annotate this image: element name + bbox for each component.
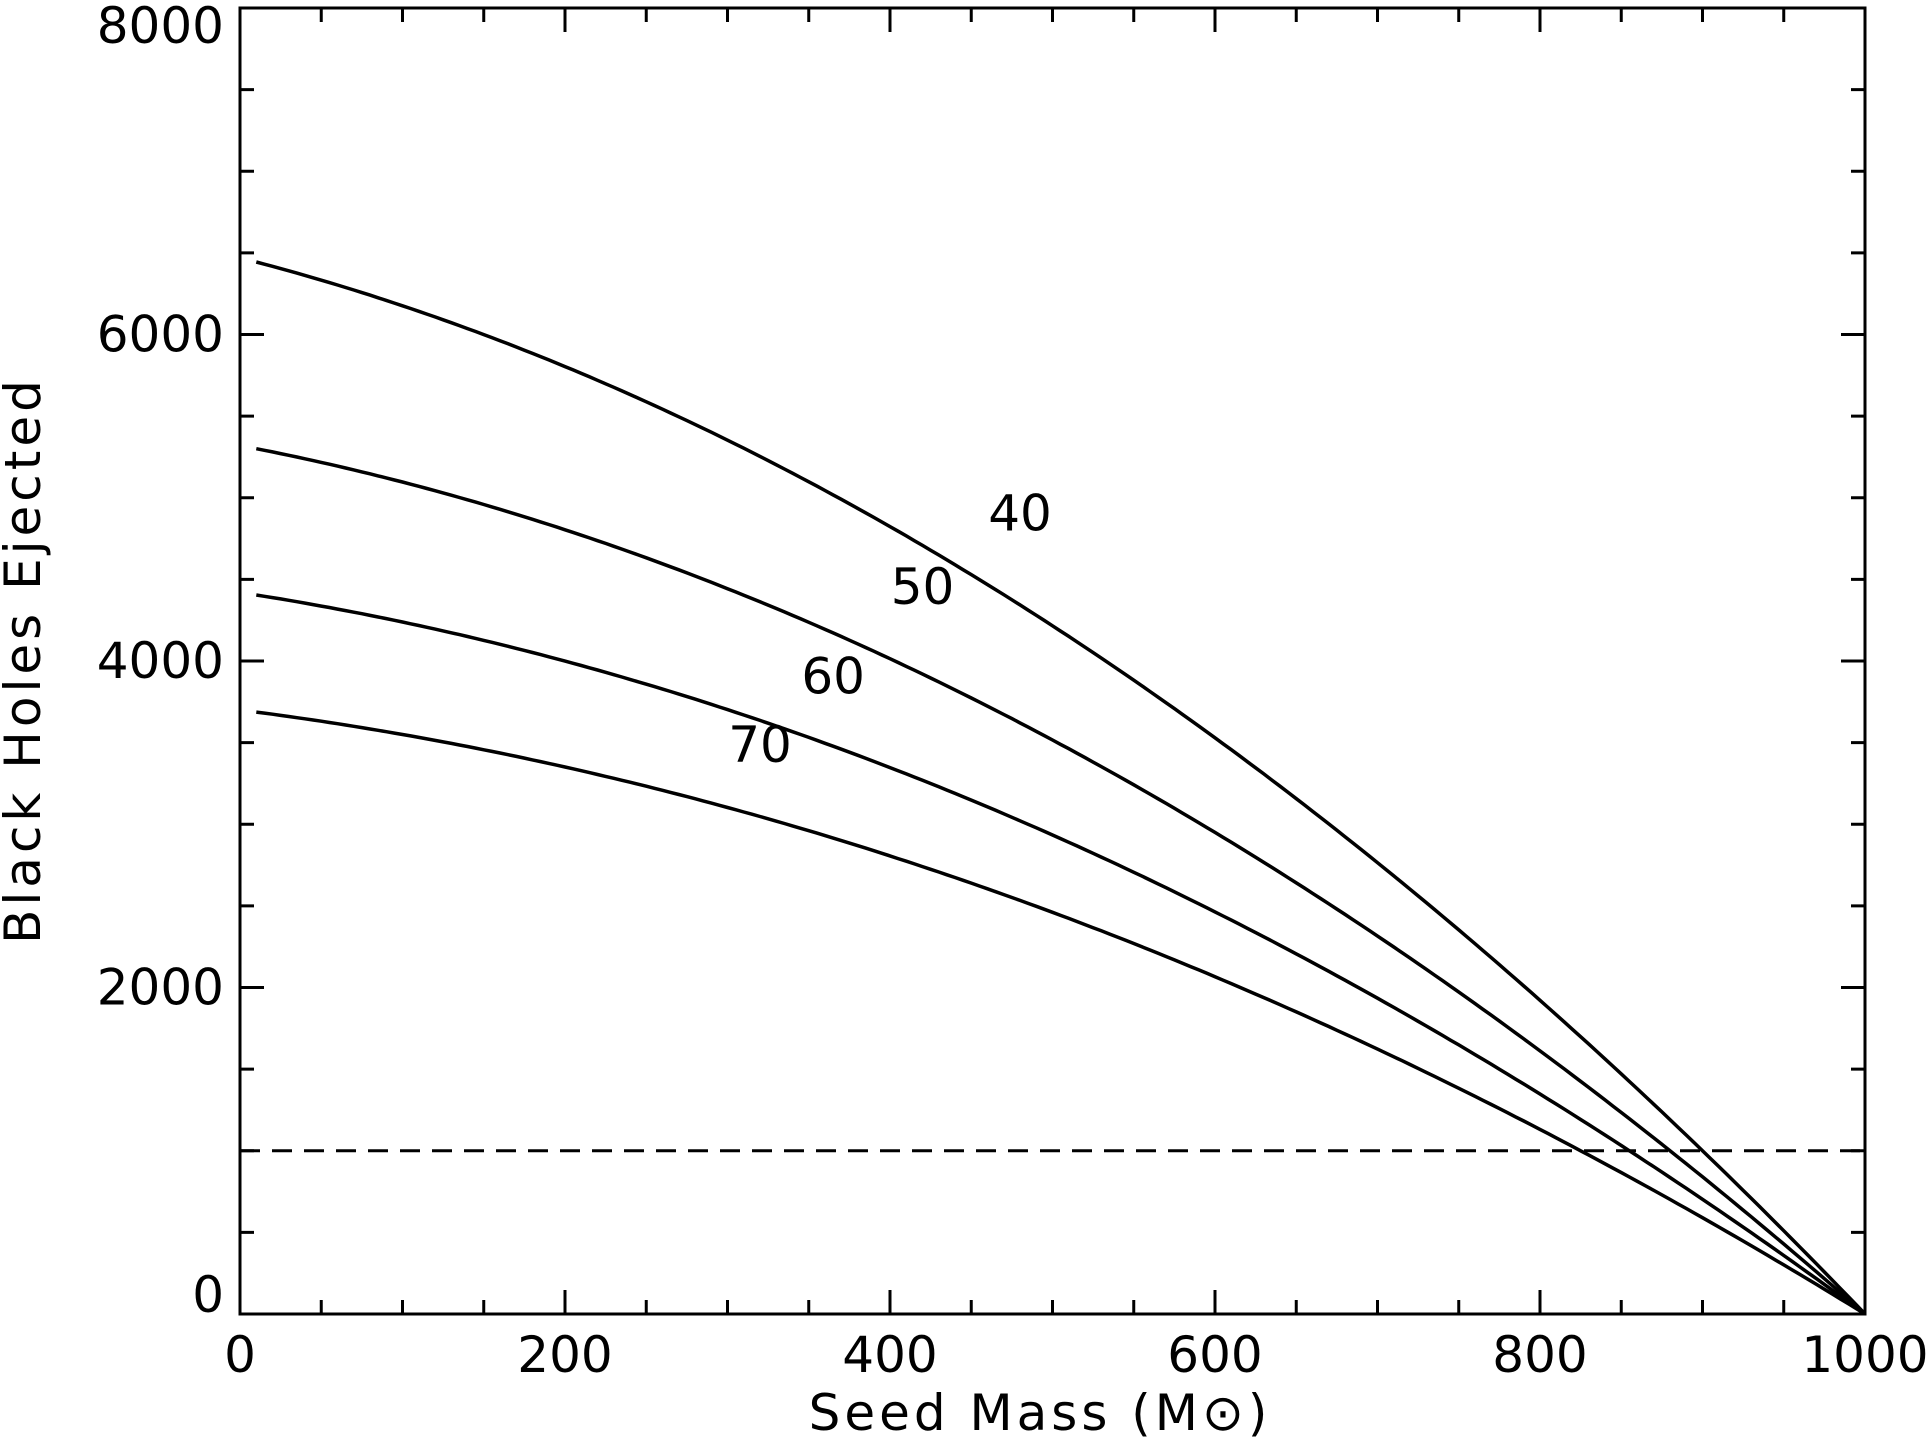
y-tick-label: 8000 bbox=[97, 0, 224, 55]
y-tick-label: 6000 bbox=[97, 306, 224, 364]
x-tick-label: 1000 bbox=[1801, 1326, 1927, 1384]
series-label-70: 70 bbox=[728, 716, 792, 774]
series-line-70 bbox=[256, 710, 1866, 1316]
series-line-60 bbox=[256, 593, 1867, 1316]
x-tick-label: 400 bbox=[842, 1326, 937, 1384]
plot-frame bbox=[238, 6, 1867, 1316]
x-tick-label: 0 bbox=[224, 1326, 256, 1384]
series-line-50 bbox=[255, 446, 1867, 1316]
x-tick-label: 200 bbox=[517, 1326, 612, 1384]
x-axis-title: Seed Mass (M⊙) bbox=[809, 1384, 1272, 1442]
y-tick-label: 0 bbox=[192, 1266, 224, 1324]
y-tick-label: 4000 bbox=[97, 632, 224, 690]
x-tick-label: 800 bbox=[1492, 1326, 1587, 1384]
series-label-60: 60 bbox=[801, 648, 865, 706]
axis-ticks bbox=[238, 6, 1867, 1316]
series-line-40 bbox=[255, 260, 1867, 1316]
series-label-40: 40 bbox=[988, 484, 1052, 542]
y-axis-title: Black Holes Ejected bbox=[0, 376, 52, 944]
series-curves bbox=[255, 260, 1867, 1316]
x-tick-label: 600 bbox=[1167, 1326, 1262, 1384]
y-tick-label: 2000 bbox=[97, 959, 224, 1017]
series-label-50: 50 bbox=[891, 558, 955, 616]
tick-labels: 0 200 400 600 800 1000 0 2000 4000 6000 8000 bbox=[97, 0, 1927, 1384]
